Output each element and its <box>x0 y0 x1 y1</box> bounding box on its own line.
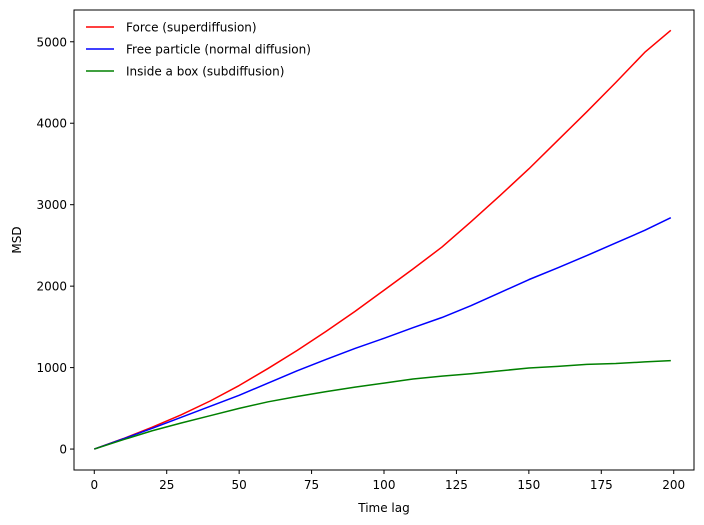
x-tick-label: 200 <box>662 478 685 492</box>
x-axis-label: Time lag <box>357 501 410 515</box>
x-tick-label: 125 <box>445 478 468 492</box>
x-tick-label: 50 <box>231 478 246 492</box>
x-axis-ticks: 0 25 50 75 100 125 150 175 200 <box>90 470 685 492</box>
y-tick-label: 4000 <box>36 117 67 131</box>
series-line-3 <box>94 359 671 450</box>
x-tick-label: 25 <box>159 478 174 492</box>
legend-label-1: Force (superdiffusion) <box>126 21 257 35</box>
x-tick-label: 75 <box>304 478 319 492</box>
y-tick-label: 5000 <box>36 35 67 49</box>
series-line-2 <box>94 217 672 450</box>
legend-label-2: Free particle (normal diffusion) <box>126 43 311 57</box>
legend: Force (superdiffusion) Free particle (nor… <box>86 21 311 79</box>
y-tick-label: 2000 <box>36 280 67 294</box>
plot-lines <box>94 29 672 450</box>
x-tick-label: 150 <box>517 478 540 492</box>
y-axis-label: MSD <box>10 226 24 253</box>
y-tick-label: 3000 <box>36 198 67 212</box>
y-tick-label: 0 <box>59 443 67 457</box>
x-tick-label: 0 <box>90 478 98 492</box>
y-axis-ticks: 0 1000 2000 3000 4000 5000 <box>36 35 74 457</box>
x-tick-label: 175 <box>590 478 613 492</box>
legend-label-3: Inside a box (subdiffusion) <box>126 65 284 79</box>
y-tick-label: 1000 <box>36 361 67 375</box>
x-tick-label: 100 <box>373 478 396 492</box>
series-line-1 <box>94 29 672 450</box>
